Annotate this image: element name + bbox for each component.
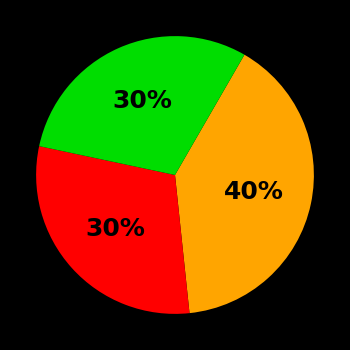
Text: 30%: 30% bbox=[112, 89, 172, 113]
Text: 30%: 30% bbox=[85, 217, 145, 241]
Text: 40%: 40% bbox=[224, 180, 284, 204]
Wedge shape bbox=[39, 36, 244, 175]
Wedge shape bbox=[36, 146, 189, 314]
Wedge shape bbox=[175, 55, 314, 313]
